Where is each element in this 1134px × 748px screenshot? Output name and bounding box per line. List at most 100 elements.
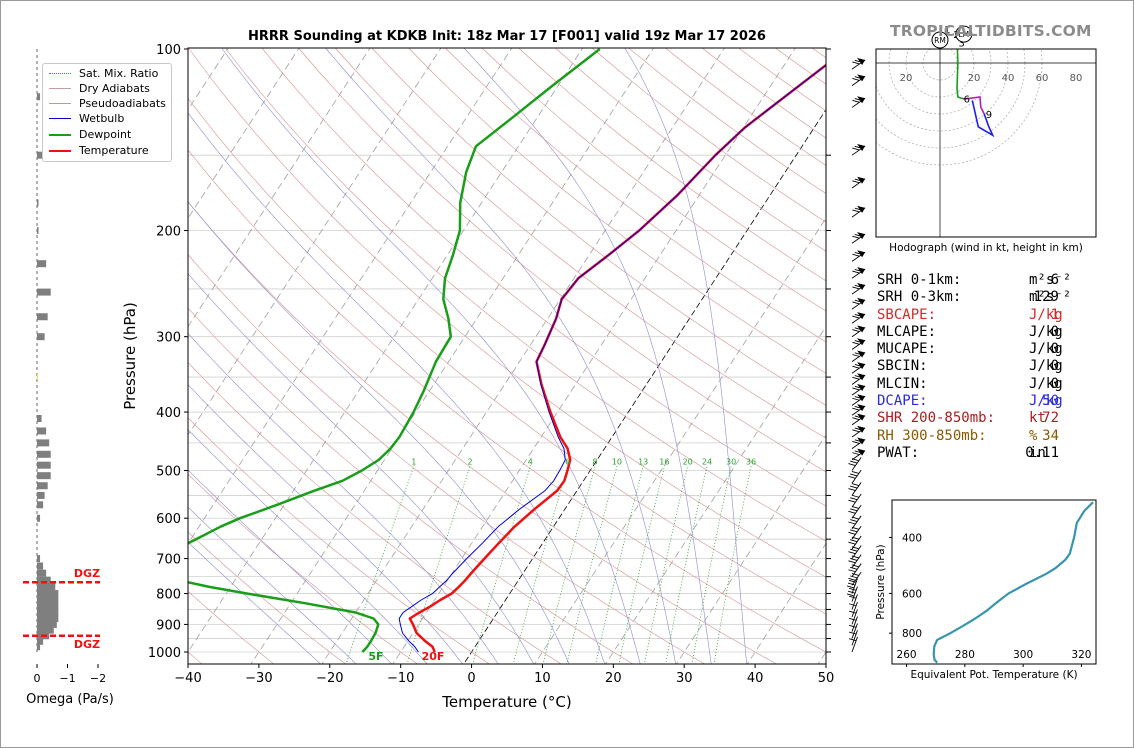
wind-barb	[851, 312, 866, 324]
wind-barb	[848, 563, 862, 577]
barb-feather	[848, 569, 856, 573]
mixing-ratio-label: 36	[746, 457, 756, 466]
barb-feather	[851, 564, 860, 568]
barb-feather	[854, 233, 862, 237]
legend-entry: Dry Adiabats	[43, 81, 171, 96]
surface-dewpoint-label: 5F	[368, 650, 383, 663]
pseudoadiabat-line	[325, 48, 677, 664]
barb-feather	[852, 315, 860, 319]
barb-feather	[848, 638, 857, 642]
theta-e-x-tick-label: 320	[1071, 649, 1091, 661]
skew-t-background-lines	[188, 48, 826, 664]
theta-e-panel: 260 280 300 320 400 600 800 Equivalent Pot. Te…	[875, 499, 1097, 681]
omega-x-tick-label: −2	[90, 672, 106, 685]
param-srh-0-1km: SRH 0-1km: 6 m²s⁻²	[877, 272, 1092, 289]
barb-flag	[857, 325, 866, 333]
mixing-ratio-label: 4	[528, 457, 533, 466]
omega-bar	[37, 609, 59, 617]
omega-bar	[37, 569, 47, 577]
param-dcape: DCAPE: 50 J/kg	[877, 393, 1092, 410]
legend-entry: Wetbulb	[43, 111, 171, 126]
omega-x-axis-label: Omega (Pa/s)	[26, 692, 114, 707]
x-tick-label: 30	[676, 671, 693, 686]
barb-feather	[854, 207, 862, 211]
y-tick-label: 900	[156, 618, 181, 633]
barb-feather	[851, 483, 860, 487]
pseudoadiabat-line	[188, 506, 357, 664]
omega-bar	[37, 602, 59, 610]
wind-barb	[848, 609, 858, 625]
legend-label: Dry Adiabats	[79, 82, 150, 95]
barb-feather	[850, 548, 858, 552]
mixing-ratio-label: 8	[593, 457, 598, 466]
theta-e-y-tick-label: 400	[902, 532, 922, 544]
pseudoadiabat-line	[188, 201, 570, 664]
barb-feather	[854, 385, 862, 389]
temperature-line	[408, 63, 826, 653]
barb-feather	[850, 529, 858, 533]
param-sbcape: SBCAPE: 1 J/kg	[877, 307, 1092, 324]
isotherm-line	[250, 48, 655, 664]
isotherm-line	[188, 48, 371, 328]
param-unit: J/kg	[1029, 375, 1063, 392]
barb-feather	[852, 253, 860, 257]
barb-feather	[848, 631, 857, 635]
barb-feather	[850, 566, 858, 570]
theta-e-profile	[932, 501, 1094, 664]
wind-barb	[846, 586, 858, 602]
storm-motion-marker	[931, 31, 949, 49]
pseudoadiabat-line	[463, 48, 712, 664]
param-mlcin: MLCIN: 0 J/kg	[877, 376, 1092, 393]
param-value: 0	[1050, 323, 1059, 340]
param-mucape: MUCAPE: 0 J/kg	[877, 341, 1092, 358]
barb-feather	[851, 572, 860, 576]
barb-feather	[851, 470, 860, 474]
barb-feather	[850, 508, 858, 512]
barb-feather	[852, 147, 860, 151]
wind-barb	[848, 482, 862, 496]
param-label: SBCIN:	[877, 358, 928, 375]
wind-barb	[851, 144, 866, 156]
barb-feather	[854, 299, 862, 303]
mixing-ratio-label: 6	[565, 457, 570, 466]
dewpoint-line	[188, 48, 601, 653]
barb-staff	[851, 482, 862, 496]
pseudoadiabat-line	[188, 541, 322, 664]
mixing-ratio-line	[542, 465, 596, 664]
wind-barb	[851, 205, 866, 218]
barb-feather	[851, 555, 860, 559]
wind-barb	[851, 404, 866, 416]
legend-swatch	[49, 150, 71, 152]
x-tick-label: −20	[316, 671, 343, 686]
barb-flag	[857, 297, 866, 305]
barb-flag	[857, 404, 866, 412]
barb-feather	[850, 473, 858, 477]
hodograph-panel: 20 20 40 60 80 12369RMLM Hodograph (wind…	[875, 25, 1097, 254]
barb-feather	[852, 286, 860, 290]
barb-feather	[850, 460, 858, 464]
barb-flag	[857, 350, 866, 358]
omega-bar	[37, 427, 47, 435]
omega-bar	[37, 555, 41, 563]
param-value: 0	[1050, 358, 1059, 375]
wind-barb	[851, 425, 866, 438]
param-rh-300-850: RH 300-850mb: 34%	[877, 428, 1092, 445]
mixing-ratio-label: 13	[638, 457, 648, 466]
dry-adiabat-line	[188, 149, 826, 653]
storm-motion-marker	[955, 25, 973, 43]
barb-feather	[854, 415, 862, 419]
wind-barb	[851, 383, 866, 396]
wind-barb	[848, 469, 862, 484]
barb-flag	[857, 373, 866, 381]
skew-t-x-axis-label: Temperature (°C)	[441, 693, 571, 711]
barb-feather	[851, 516, 860, 520]
barb-staff	[851, 636, 858, 653]
barb-feather	[854, 396, 862, 399]
barb-feather	[854, 284, 862, 288]
isotherm-line	[392, 48, 796, 664]
omega-bar	[37, 626, 54, 634]
barb-flag	[857, 267, 866, 275]
barb-flag	[857, 282, 866, 290]
legend-swatch	[49, 134, 71, 136]
dry-adiabat-line	[188, 417, 490, 664]
